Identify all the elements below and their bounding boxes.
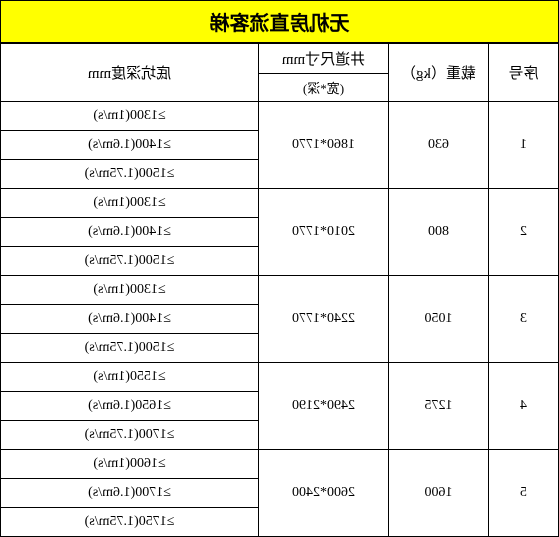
cell-pit: ≥1400(1.6m/s) xyxy=(1,305,259,334)
spec-table: 序号 载重（kg） 井道尺寸mm 底坑深度mm (宽*深) 1 630 1860… xyxy=(0,43,559,537)
cell-seq: 4 xyxy=(489,363,559,450)
cell-load: 630 xyxy=(389,102,489,189)
cell-seq: 5 xyxy=(489,450,559,537)
cell-shaft: 2490*2190 xyxy=(259,363,389,450)
cell-load: 1275 xyxy=(389,363,489,450)
cell-pit: ≥1400(1.6m/s) xyxy=(1,131,259,160)
cell-seq: 1 xyxy=(489,102,559,189)
cell-pit: ≥1500(1.75m/s) xyxy=(1,334,259,363)
header-pit: 底坑深度mm xyxy=(1,44,259,102)
cell-pit: ≥1550(1m/s) xyxy=(1,363,259,392)
cell-shaft: 2600*2400 xyxy=(259,450,389,537)
cell-shaft: 1860*1770 xyxy=(259,102,389,189)
header-shaft-main: 井道尺寸mm xyxy=(259,44,389,74)
cell-seq: 3 xyxy=(489,276,559,363)
table-body: 1 630 1860*1770 ≥1300(1m/s) ≥1400(1.6m/s… xyxy=(1,102,559,537)
cell-pit: ≥1650(1.6m/s) xyxy=(1,392,259,421)
header-load: 载重（kg） xyxy=(389,44,489,102)
cell-pit: ≥1700(1.6m/s) xyxy=(1,479,259,508)
cell-load: 1600 xyxy=(389,450,489,537)
cell-pit: ≥1300(1m/s) xyxy=(1,102,259,131)
elevator-spec-table: 无机房直流客梯 序号 载重（kg） 井道尺寸mm 底坑深度mm (宽*深) 1 … xyxy=(0,0,559,500)
cell-load: 1050 xyxy=(389,276,489,363)
cell-pit: ≥1700(1.75m/s) xyxy=(1,421,259,450)
cell-pit: ≥1300(1m/s) xyxy=(1,276,259,305)
cell-shaft: 2010*1770 xyxy=(259,189,389,276)
cell-pit: ≥1500(1.75m/s) xyxy=(1,160,259,189)
cell-pit: ≥1400(1.6m/s) xyxy=(1,218,259,247)
header-shaft-sub: (宽*深) xyxy=(259,74,389,102)
cell-pit: ≥1600(1m/s) xyxy=(1,450,259,479)
cell-load: 800 xyxy=(389,189,489,276)
cell-pit: ≥1500(1.75m/s) xyxy=(1,247,259,276)
header-seq: 序号 xyxy=(489,44,559,102)
table-title: 无机房直流客梯 xyxy=(0,0,559,43)
cell-pit: ≥1750(1.75m/s) xyxy=(1,508,259,537)
cell-pit: ≥1300(1m/s) xyxy=(1,189,259,218)
cell-shaft: 2240*1770 xyxy=(259,276,389,363)
cell-seq: 2 xyxy=(489,189,559,276)
